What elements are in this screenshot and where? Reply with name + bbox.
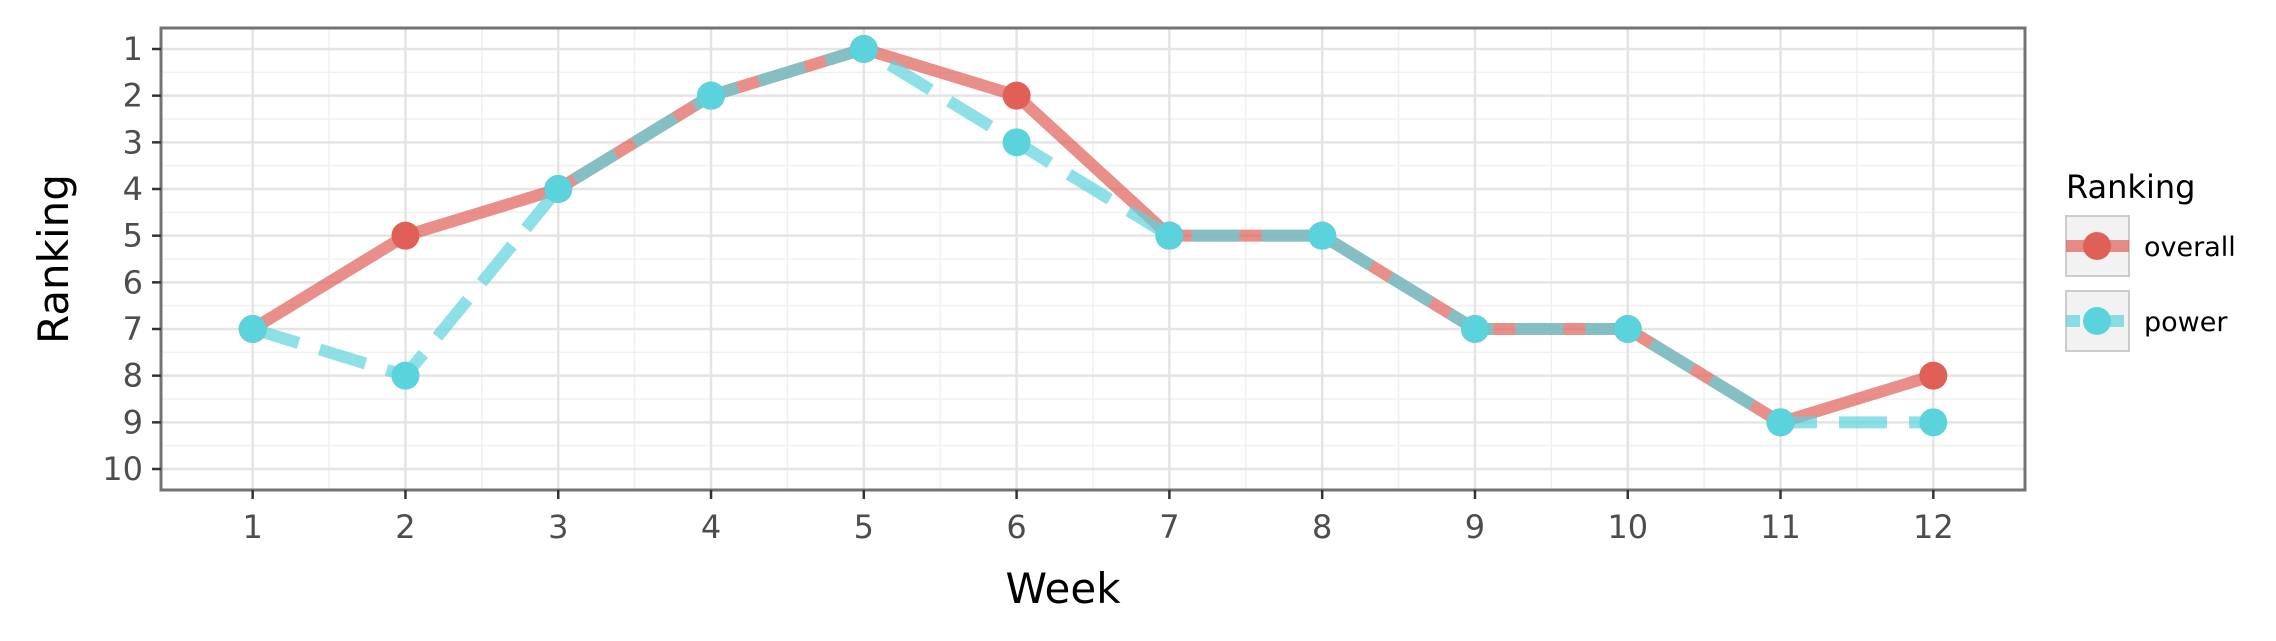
y-tick-label: 9 — [123, 403, 143, 441]
data-point-power — [1766, 408, 1795, 437]
x-tick-label: 5 — [854, 508, 874, 546]
data-point-overall — [1002, 81, 1031, 110]
x-tick-label: 10 — [1607, 508, 1648, 546]
y-tick-label: 2 — [123, 77, 143, 115]
data-point-power — [1919, 408, 1948, 437]
legend-title: Ranking — [2066, 168, 2195, 206]
x-tick-label: 3 — [548, 508, 568, 546]
y-tick-label: 5 — [123, 217, 143, 255]
x-tick-label: 6 — [1006, 508, 1026, 546]
x-axis-title: Week — [1005, 564, 1121, 613]
x-tick-label: 7 — [1159, 508, 1179, 546]
x-tick-label: 12 — [1913, 508, 1954, 546]
legend: Ranking overall power — [2065, 168, 2236, 352]
plot-border — [159, 26, 2027, 492]
y-tick-label: 7 — [123, 310, 143, 348]
data-point-overall — [391, 221, 420, 250]
data-point-power — [1308, 221, 1337, 250]
x-tick-label: 2 — [395, 508, 415, 546]
x-tick-label: 1 — [242, 508, 262, 546]
y-tick-label: 10 — [102, 450, 143, 488]
y-tick-label: 8 — [123, 357, 143, 395]
data-point-power — [1613, 315, 1642, 343]
data-point-power — [849, 35, 878, 63]
data-point-overall — [1919, 361, 1948, 390]
x-tick-label: 4 — [701, 508, 721, 546]
y-axis-ticks: 1 2 3 4 5 6 7 8 9 10 — [102, 30, 161, 488]
y-tick-label: 6 — [123, 263, 143, 301]
data-point-power — [1460, 315, 1489, 343]
data-point-power — [697, 81, 726, 110]
grid-lines — [161, 28, 2025, 490]
data-point-power — [391, 361, 420, 390]
data-point-power — [1002, 128, 1031, 157]
data-point-power — [1155, 221, 1184, 250]
legend-label-power: power — [2144, 307, 2228, 338]
y-tick-label: 1 — [123, 30, 143, 68]
y-axis-title: Ranking — [29, 174, 78, 344]
x-tick-label: 11 — [1760, 508, 1801, 546]
x-tick-label: 9 — [1465, 508, 1485, 546]
legend-marker-overall — [2083, 232, 2111, 260]
x-axis-ticks: 1 2 3 4 5 6 7 8 9 10 11 12 — [242, 490, 1954, 546]
data-point-power — [544, 175, 573, 203]
x-tick-label: 8 — [1312, 508, 1332, 546]
data-point-power — [238, 315, 267, 343]
series-points — [238, 35, 1948, 437]
y-tick-label: 3 — [123, 123, 143, 161]
y-tick-label: 4 — [123, 170, 143, 208]
legend-marker-power — [2083, 307, 2111, 335]
legend-label-overall: overall — [2144, 232, 2236, 263]
series-line-power — [250, 43, 1934, 429]
series-lines — [249, 43, 1936, 429]
